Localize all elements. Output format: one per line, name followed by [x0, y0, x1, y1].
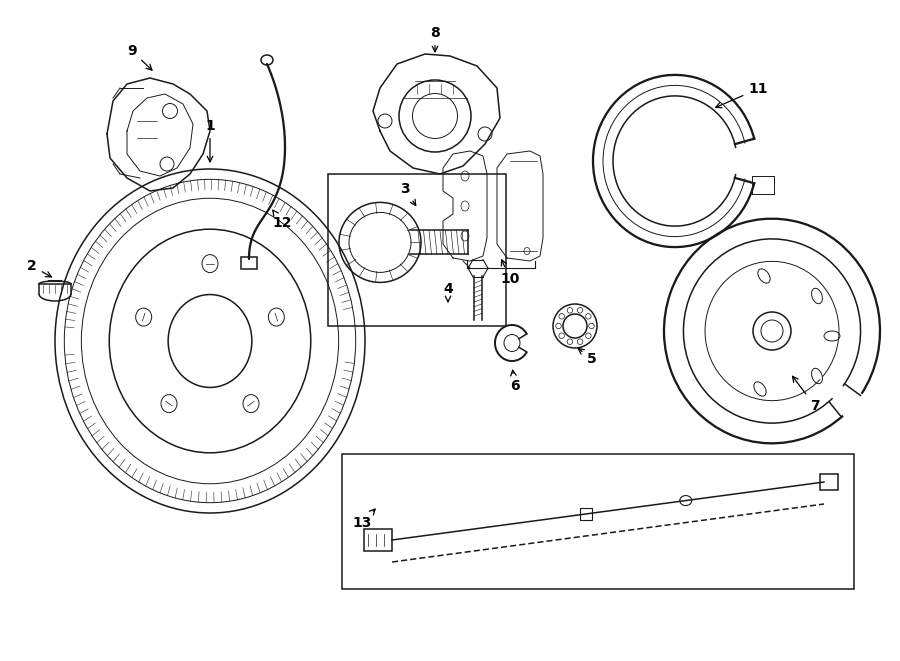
- Text: 6: 6: [510, 370, 520, 393]
- Bar: [241, 257, 257, 269]
- Text: 10: 10: [500, 260, 519, 286]
- Text: 9: 9: [127, 44, 152, 70]
- Bar: [328, 174, 506, 326]
- Text: 1: 1: [205, 119, 215, 162]
- Bar: [580, 508, 592, 520]
- Text: 7: 7: [793, 376, 820, 413]
- Text: 8: 8: [430, 26, 440, 52]
- Text: 3: 3: [400, 182, 416, 206]
- Bar: [820, 474, 838, 490]
- Text: 5: 5: [579, 348, 597, 366]
- Bar: [364, 529, 392, 551]
- Text: 12: 12: [272, 210, 292, 230]
- Bar: [342, 454, 854, 589]
- Text: 11: 11: [716, 82, 768, 108]
- Text: 2: 2: [27, 259, 51, 277]
- Text: 4: 4: [443, 282, 453, 302]
- Text: 13: 13: [352, 509, 375, 530]
